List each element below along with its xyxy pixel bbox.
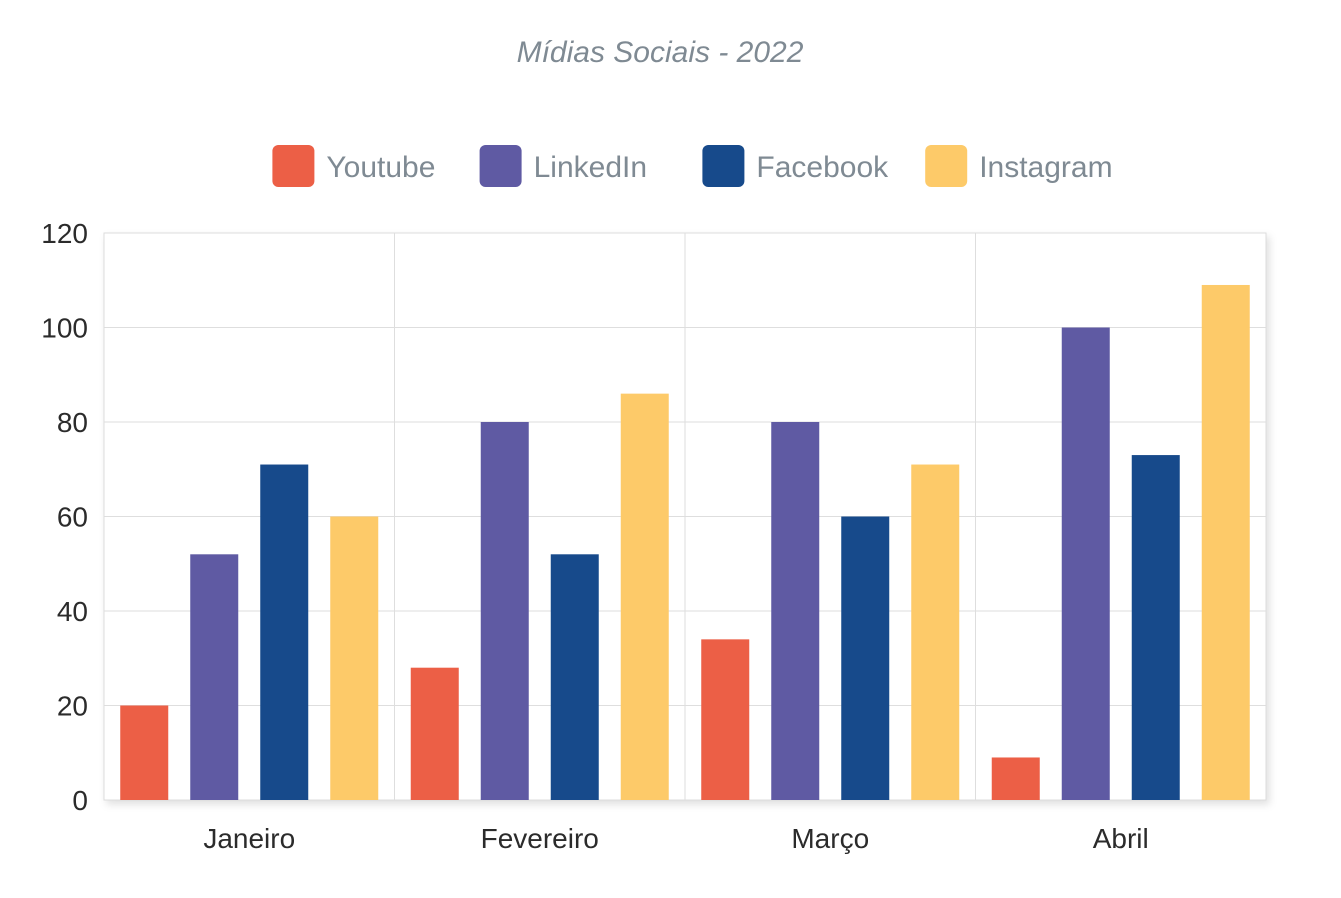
- legend-label: LinkedIn: [534, 151, 647, 184]
- bar-instagram-2: [911, 464, 960, 800]
- bar-instagram-1: [620, 393, 669, 800]
- legend-item-linkedin[interactable]: LinkedIn: [479, 145, 647, 187]
- bar-youtube-0: [120, 705, 169, 800]
- bar-facebook-0: [260, 464, 309, 800]
- bar-linkedin-3: [1061, 327, 1110, 800]
- legend-item-instagram[interactable]: Instagram: [925, 145, 1113, 187]
- bar-youtube-3: [991, 757, 1040, 800]
- bar-facebook-1: [550, 554, 599, 800]
- x-tick-label: Março: [791, 823, 869, 854]
- legend-swatch: [479, 145, 522, 187]
- x-axis: Janeiro Fevereiro Março Abril: [203, 823, 1148, 854]
- bar-facebook-2: [841, 516, 890, 800]
- bar-instagram-0: [330, 516, 379, 800]
- x-tick-label: Fevereiro: [481, 823, 599, 854]
- y-tick-label: 100: [41, 313, 88, 344]
- legend-item-youtube[interactable]: Youtube: [272, 145, 435, 187]
- bars: [120, 284, 1250, 801]
- y-tick-label: 40: [57, 596, 88, 627]
- bar-facebook-3: [1131, 455, 1180, 800]
- bar-linkedin-2: [771, 422, 820, 800]
- chart-title: Mídias Sociais - 2022: [516, 36, 804, 69]
- bar-linkedin-0: [190, 554, 239, 800]
- y-tick-label: 0: [72, 785, 88, 816]
- y-tick-label: 80: [57, 407, 88, 438]
- bar-instagram-3: [1201, 284, 1250, 801]
- legend-label: Instagram: [979, 151, 1112, 184]
- y-tick-label: 20: [57, 691, 88, 722]
- bar-youtube-1: [410, 667, 459, 800]
- legend-swatch: [272, 145, 315, 187]
- bar-linkedin-1: [480, 422, 529, 800]
- legend-label: Facebook: [756, 151, 889, 184]
- legend-label: Youtube: [326, 151, 435, 184]
- x-tick-label: Abril: [1093, 823, 1149, 854]
- y-axis: 0 20 40 60 80 100 120: [41, 218, 88, 816]
- legend-swatch: [702, 145, 745, 187]
- legend-swatch: [925, 145, 968, 187]
- legend-item-facebook[interactable]: Facebook: [702, 145, 889, 187]
- x-tick-label: Janeiro: [203, 823, 295, 854]
- y-tick-label: 120: [41, 218, 88, 249]
- bar-youtube-2: [701, 639, 750, 800]
- legend: Youtube LinkedIn Facebook Instagram: [272, 145, 1113, 187]
- y-tick-label: 60: [57, 502, 88, 533]
